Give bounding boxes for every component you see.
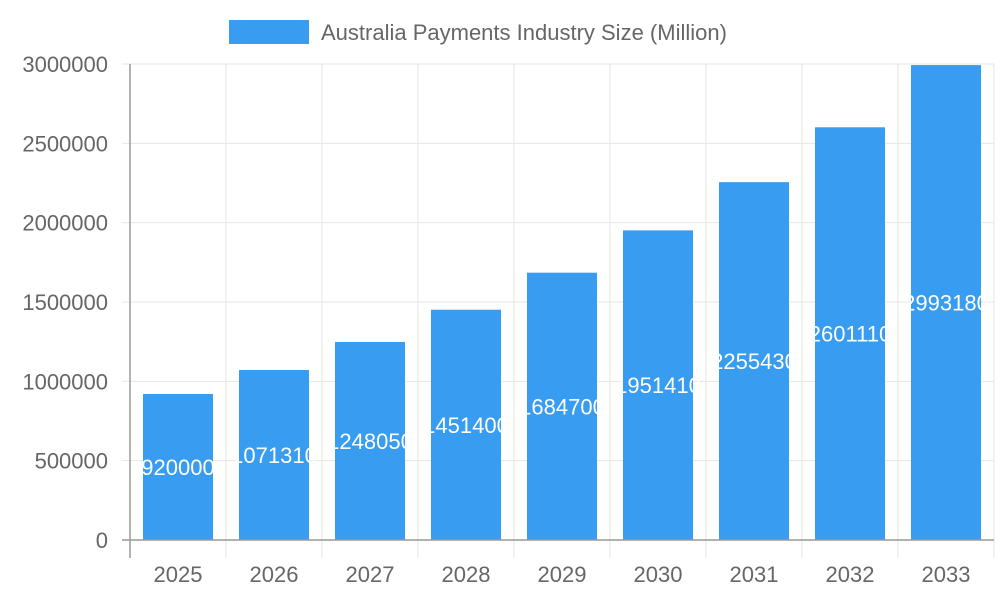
x-tick-label: 2033 [922, 562, 971, 587]
data-label: 1451400 [423, 413, 509, 438]
data-label: 2255430 [711, 349, 797, 374]
data-label: 1248050 [327, 429, 413, 454]
grid-layer [129, 63, 995, 558]
data-label: 2601110 [809, 322, 891, 347]
axis-layer [122, 63, 994, 558]
bar-2032[interactable] [815, 127, 885, 540]
x-tick-label: 2028 [442, 562, 491, 587]
x-tick-label: 2032 [826, 562, 875, 587]
x-axis-ticks: 2025 2026 2027 2028 2029 2030 2031 2032 2033 [154, 562, 971, 587]
x-tick-label: 2029 [538, 562, 587, 587]
data-label: 1071310 [231, 443, 317, 468]
bar-2031[interactable] [719, 182, 789, 541]
y-tick-label: 2000000 [22, 211, 108, 236]
bar-2030[interactable] [623, 230, 693, 540]
bar-2033[interactable] [911, 65, 981, 541]
bar-2029[interactable] [527, 272, 597, 540]
bar-2027[interactable] [335, 341, 405, 540]
legend-label: Australia Payments Industry Size (Millio… [321, 20, 727, 45]
y-tick-label: 1000000 [22, 369, 108, 394]
bars-layer [143, 65, 981, 541]
y-tick-label: 2500000 [22, 131, 108, 156]
y-tick-label: 0 [96, 528, 108, 553]
bar-2028[interactable] [431, 309, 501, 540]
y-tick-label: 1500000 [22, 290, 108, 315]
y-axis-ticks: 0 500000 1000000 1500000 2000000 2500000 30000… [22, 52, 108, 553]
legend[interactable]: Australia Payments Industry Size (Millio… [229, 20, 727, 45]
bar-2026[interactable] [239, 370, 309, 540]
x-tick-label: 2027 [346, 562, 395, 587]
data-labels: 920000 1071310 1248050 1451400 1684700 195141… [141, 291, 989, 480]
x-tick-label: 2026 [250, 562, 299, 587]
data-label: 2993180 [903, 291, 989, 316]
bar-2025[interactable] [143, 394, 213, 540]
y-tick-label: 3000000 [22, 52, 108, 77]
legend-swatch [229, 20, 309, 44]
data-label: 920000 [141, 455, 214, 480]
data-label: 1951410 [615, 373, 701, 398]
x-tick-label: 2031 [730, 562, 779, 587]
y-tick-label: 500000 [35, 449, 108, 474]
x-tick-label: 2025 [154, 562, 203, 587]
data-label: 1684700 [519, 394, 605, 419]
x-tick-label: 2030 [634, 562, 683, 587]
